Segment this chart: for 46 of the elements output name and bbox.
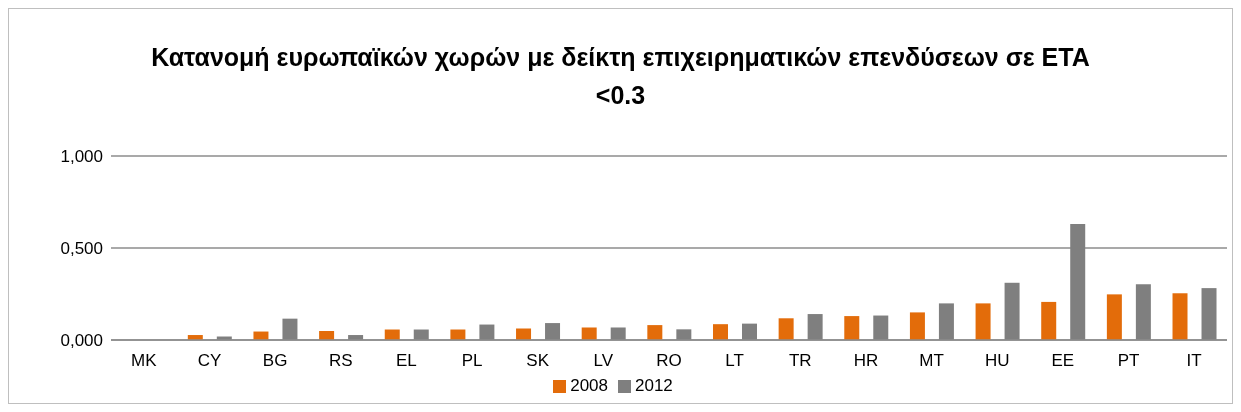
bar (1070, 223, 1086, 340)
x-tick-label: BG (262, 351, 288, 371)
bar (676, 329, 692, 340)
x-tick-label: MK (131, 351, 158, 371)
y-tick-label: 0,000 (60, 331, 103, 351)
legend-label: 2012 (635, 376, 673, 395)
x-tick-label: HU (984, 351, 1010, 371)
x-tick-label: CY (197, 351, 222, 371)
x-tick-label: PT (1117, 351, 1140, 371)
x-tick-label: RS (328, 351, 353, 371)
bar (778, 318, 794, 340)
bar (873, 315, 889, 340)
bar (712, 324, 728, 340)
bar (807, 314, 823, 340)
x-tick-label: RO (656, 351, 682, 371)
x-tick-label: EL (396, 351, 417, 371)
x-tick-label: EE (1051, 351, 1075, 371)
y-tick-label: 0,500 (60, 239, 103, 259)
y-tick-label: 1,000 (60, 147, 103, 167)
legend-label: 2008 (570, 376, 608, 395)
x-tick-label: LT (725, 351, 744, 371)
bar (647, 325, 663, 340)
x-tick-label: LV (593, 351, 614, 371)
bar (581, 327, 597, 340)
bar (1106, 294, 1122, 340)
bar (1201, 288, 1217, 340)
bar (909, 312, 925, 340)
x-tick-label: IT (1186, 351, 1202, 371)
bar (610, 327, 626, 340)
x-tick-label: SK (526, 351, 550, 371)
bar (975, 303, 991, 340)
bar (938, 303, 954, 340)
chart-title: Κατανομή ευρωπαϊκών χωρών με δείκτη επιχειρηματικών επενδύσεων σε ΕΤΑ <0.3 (150, 42, 1091, 111)
bar (844, 316, 860, 340)
bar (545, 323, 561, 340)
bar (741, 323, 757, 340)
bar (1135, 284, 1151, 340)
x-tick-label: TR (788, 351, 812, 371)
bar (1004, 282, 1020, 340)
bar (479, 324, 495, 340)
x-tick-label: HR (853, 351, 879, 371)
x-tick-label: PL (461, 351, 483, 371)
bar (1172, 293, 1188, 340)
bar (282, 318, 298, 340)
bar (1041, 301, 1057, 340)
x-tick-label: MT (919, 351, 944, 371)
